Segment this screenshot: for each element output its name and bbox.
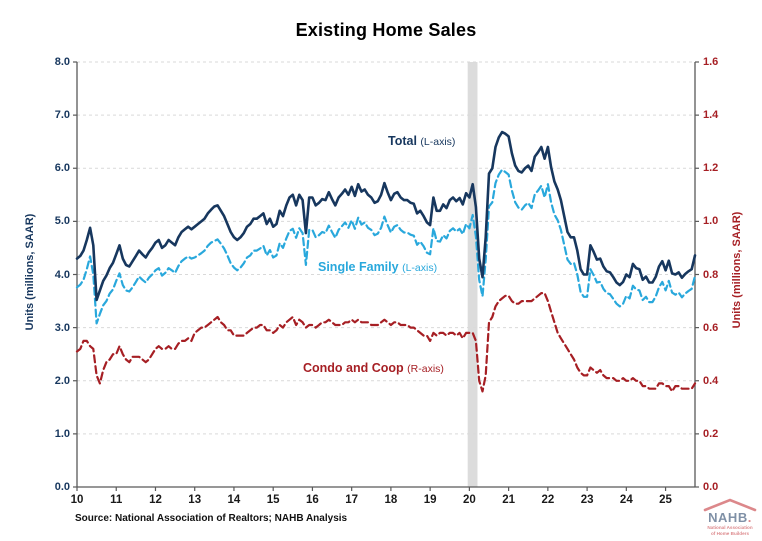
x-axis-tick-label: 25: [659, 494, 672, 506]
left-axis-tick-label: 7.0: [54, 109, 70, 122]
left-axis-title: Units (millions, SAAR): [24, 213, 36, 331]
x-axis-tick-label: 22: [541, 494, 555, 506]
right-axis-tick-label: 0.4: [703, 374, 719, 387]
condo-coop-series-label: Condo and Coop (R-axis): [303, 361, 444, 375]
left-axis-tick-label: 5.0: [54, 215, 70, 228]
condo-coop-axis-note: (R-axis): [407, 363, 444, 375]
left-axis-tick-label: 4.0: [54, 268, 70, 281]
chart-title: Existing Home Sales: [295, 20, 477, 40]
total-axis-note: (L-axis): [420, 136, 456, 148]
left-axis-tick-label: 8.0: [54, 56, 70, 68]
right-axis-tick-label: 1.2: [703, 162, 719, 175]
x-axis-tick-label: 18: [384, 494, 398, 506]
single-family-line: [75, 168, 697, 325]
x-axis-tick-label: 20: [462, 494, 476, 506]
x-axis-tick-label: 24: [619, 494, 633, 506]
x-axis-tick-label: 17: [345, 494, 359, 506]
right-axis-tick-label: 0.6: [703, 321, 719, 334]
left-axis-tick-label: 0.0: [54, 481, 70, 493]
recession-band: [467, 62, 478, 487]
nahb-logo-subtitle: National Association of Home Builders: [707, 525, 753, 536]
right-axis-tick-label: 0.8: [703, 268, 719, 281]
x-axis-tick-label: 15: [266, 494, 280, 506]
x-axis-tick-label: 19: [423, 494, 437, 506]
x-axis-tick-label: 12: [149, 494, 162, 506]
x-axis-tick-label: 23: [580, 494, 594, 506]
total-line: [75, 130, 697, 302]
nahb-roof-icon: [703, 498, 757, 512]
nahb-logo-word: NAHB.: [708, 510, 752, 525]
total-series-label: Total (L-axis): [388, 134, 455, 148]
right-axis-tick-label: 0.0: [703, 481, 719, 493]
right-axis-tick-label: 1.0: [703, 215, 719, 228]
x-axis-tick-label: 14: [227, 494, 241, 506]
x-axis-tick-label: 21: [502, 494, 515, 506]
right-axis-tick-label: 1.4: [703, 109, 719, 122]
single-family-series-name: Single Family: [318, 260, 399, 274]
x-axis-tick-label: 10: [70, 494, 84, 506]
nahb-logo: NAHB. National Association of Home Build…: [701, 497, 759, 536]
condo-and-coop-line: [75, 292, 697, 393]
x-axis-tick-label: 11: [110, 494, 123, 506]
right-axis-tick-label: 0.2: [703, 427, 719, 440]
right-axis-tick-label: 1.6: [703, 56, 719, 68]
left-axis-tick-label: 2.0: [54, 374, 70, 387]
total-series-name: Total: [388, 134, 417, 148]
x-axis-tick-label: 13: [188, 494, 202, 506]
single-family-axis-note: (L-axis): [402, 262, 438, 274]
left-axis-tick-label: 1.0: [54, 427, 70, 440]
left-axis-tick-label: 3.0: [54, 321, 70, 334]
condo-coop-series-name: Condo and Coop: [303, 361, 404, 375]
source-note: Source: National Association of Realtors…: [75, 513, 348, 524]
left-axis-tick-label: 6.0: [54, 162, 70, 175]
single-family-series-label: Single Family (L-axis): [318, 260, 437, 274]
x-axis-tick-label: 16: [306, 494, 319, 506]
